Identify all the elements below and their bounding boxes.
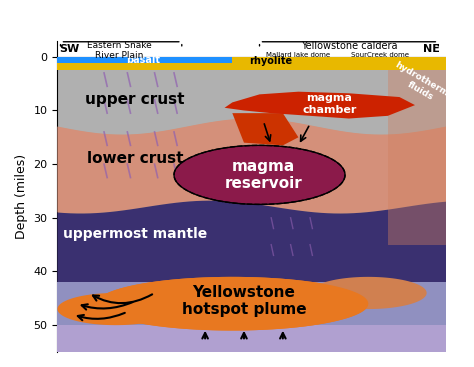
Text: magma
reservoir: magma reservoir <box>225 159 302 191</box>
Polygon shape <box>57 282 446 357</box>
Polygon shape <box>174 145 345 204</box>
Polygon shape <box>57 293 174 325</box>
Text: Yellowstone caldera: Yellowstone caldera <box>301 41 397 51</box>
Polygon shape <box>225 92 415 119</box>
Y-axis label: Depth (miles): Depth (miles) <box>15 154 28 239</box>
Text: SW: SW <box>59 44 80 54</box>
Text: uppermost mantle: uppermost mantle <box>63 227 207 241</box>
Polygon shape <box>232 113 299 145</box>
Polygon shape <box>57 119 446 218</box>
Polygon shape <box>57 325 446 357</box>
Text: SourCreek dome: SourCreek dome <box>351 52 409 58</box>
Polygon shape <box>57 119 446 214</box>
Text: Mallard lake dome: Mallard lake dome <box>266 52 330 58</box>
Text: NE: NE <box>423 44 440 54</box>
Text: Eastern Snake
River Plain: Eastern Snake River Plain <box>87 41 152 60</box>
Text: basalt: basalt <box>126 55 160 65</box>
Polygon shape <box>57 201 446 282</box>
Text: Yellowstone
hotspot plume: Yellowstone hotspot plume <box>182 285 306 317</box>
Polygon shape <box>57 52 446 57</box>
Polygon shape <box>96 277 368 331</box>
Polygon shape <box>96 277 368 331</box>
Polygon shape <box>57 57 446 207</box>
Polygon shape <box>57 57 446 207</box>
Polygon shape <box>310 277 427 309</box>
Text: hydrothermal
fluids: hydrothermal fluids <box>388 61 458 112</box>
Text: rhyolite: rhyolite <box>250 56 293 66</box>
Polygon shape <box>388 57 446 245</box>
Polygon shape <box>57 57 446 70</box>
Text: lower crust: lower crust <box>87 151 183 166</box>
Text: upper crust: upper crust <box>85 92 185 107</box>
Polygon shape <box>57 57 232 63</box>
Text: magma
chamber: magma chamber <box>302 93 356 115</box>
